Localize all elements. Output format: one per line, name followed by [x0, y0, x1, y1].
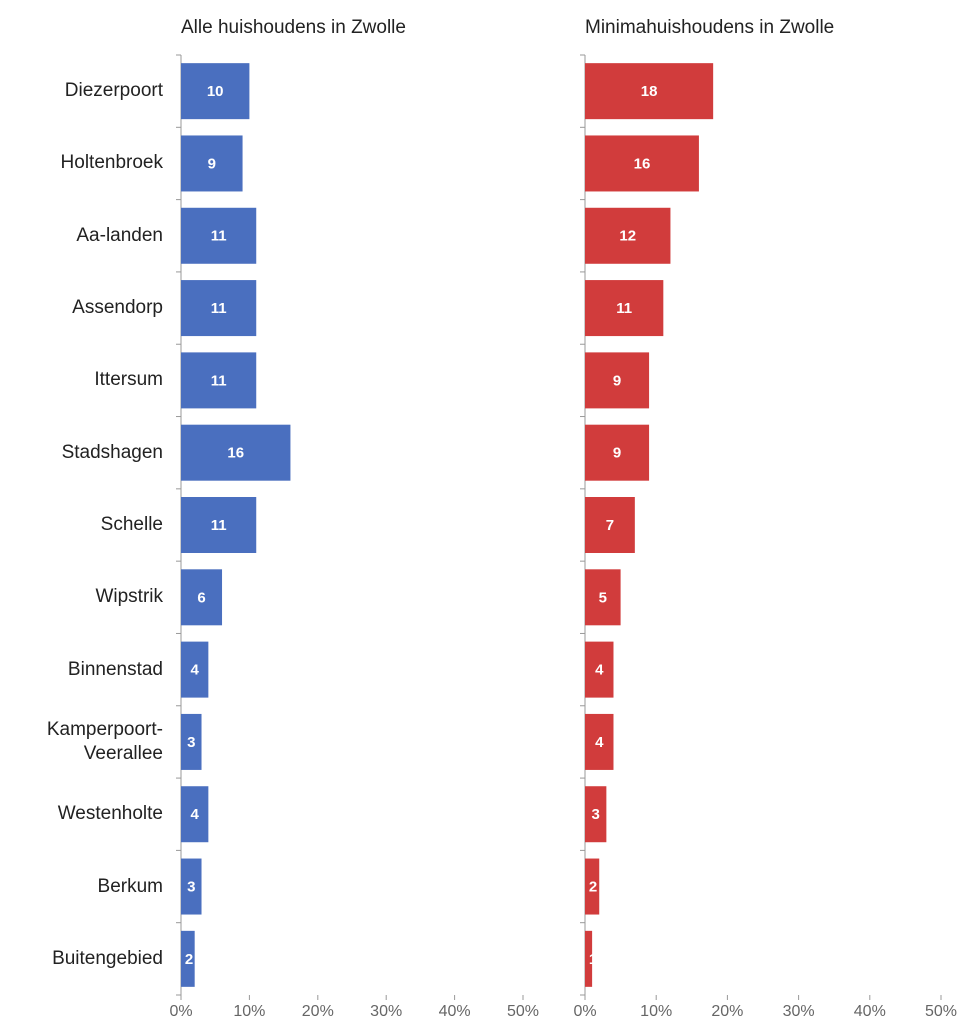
- category-label: Aa-landen: [76, 224, 163, 246]
- value-label: 11: [211, 228, 227, 245]
- value-label: 11: [211, 517, 227, 534]
- value-label: 16: [227, 445, 244, 462]
- value-label: 4: [595, 662, 604, 679]
- value-label: 12: [619, 228, 636, 245]
- value-label: 2: [185, 951, 193, 968]
- value-label: 11: [616, 300, 632, 317]
- category-label: Ittersum: [94, 369, 163, 391]
- value-label: 9: [613, 372, 621, 389]
- x-tick-label: 30%: [370, 1003, 402, 1020]
- chart-title: Minimahuishoudens in Zwolle: [585, 17, 834, 38]
- value-label: 16: [634, 155, 651, 172]
- value-label: 11: [211, 372, 227, 389]
- value-label: 18: [641, 83, 658, 100]
- x-tick-label: 0%: [573, 1003, 596, 1020]
- value-label: 4: [595, 734, 604, 751]
- value-label: 9: [208, 155, 216, 172]
- bar: [585, 280, 664, 337]
- category-label: Kamperpoort-Veerallee: [46, 718, 163, 764]
- bar: [181, 135, 243, 192]
- bar: [181, 569, 223, 626]
- bar: [585, 207, 671, 264]
- x-tick-label: 40%: [439, 1003, 471, 1020]
- bar: [585, 930, 593, 987]
- category-label: Wipstrik: [95, 586, 163, 608]
- value-label: 6: [197, 589, 205, 606]
- x-tick-label: 10%: [233, 1003, 265, 1020]
- bar: [585, 497, 635, 553]
- bar: [181, 858, 202, 915]
- category-label: Assendorp: [72, 297, 163, 319]
- value-label: 3: [187, 879, 195, 896]
- category-label: Stadshagen: [61, 441, 163, 463]
- value-label: 2: [589, 879, 597, 896]
- value-label: 10: [207, 83, 224, 100]
- value-label: 3: [592, 806, 600, 823]
- category-label: Diezerpoort: [64, 80, 163, 102]
- value-label: 1: [589, 951, 597, 968]
- bar: [181, 424, 291, 481]
- bar: [585, 569, 621, 626]
- value-label: 4: [191, 806, 200, 823]
- category-label: Binnenstad: [67, 658, 163, 680]
- bar: [181, 713, 202, 770]
- value-label: 9: [613, 445, 621, 462]
- bar: [181, 352, 257, 409]
- x-tick-label: 40%: [854, 1003, 886, 1020]
- bar: [585, 858, 600, 915]
- bar: [181, 641, 209, 698]
- bar: [585, 713, 614, 770]
- category-label: Westenholte: [57, 803, 163, 825]
- value-label: 5: [599, 589, 607, 606]
- bar: [181, 280, 257, 337]
- x-tick-label: 20%: [711, 1003, 743, 1020]
- x-tick-label: 50%: [507, 1003, 539, 1020]
- bar: [585, 352, 650, 409]
- x-tick-label: 20%: [302, 1003, 334, 1020]
- bar: [181, 63, 250, 120]
- value-label: 4: [191, 662, 200, 679]
- bar: [585, 63, 714, 120]
- value-label: 7: [606, 517, 614, 534]
- x-tick-label: 10%: [640, 1003, 672, 1020]
- bar: [585, 135, 699, 192]
- x-tick-label: 0%: [169, 1003, 192, 1020]
- bar: [181, 930, 195, 987]
- category-label: Holtenbroek: [60, 152, 163, 174]
- bar: [181, 786, 209, 843]
- value-label: 3: [187, 734, 195, 751]
- bar: [585, 641, 614, 698]
- x-tick-label: 30%: [783, 1003, 815, 1020]
- category-label: Berkum: [97, 875, 163, 897]
- x-tick-label: 50%: [925, 1003, 957, 1020]
- chart-title: Alle huishoudens in Zwolle: [181, 17, 406, 38]
- value-label: 11: [211, 300, 227, 317]
- bar: [585, 424, 650, 481]
- category-label: Buitengebied: [52, 947, 163, 969]
- bar: [181, 207, 257, 264]
- category-label: Schelle: [100, 514, 163, 535]
- bar: [585, 786, 607, 843]
- bar: [181, 497, 257, 553]
